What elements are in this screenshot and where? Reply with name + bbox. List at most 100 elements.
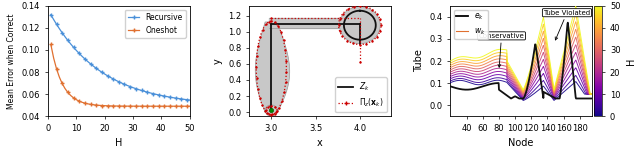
Legend: Recursive, Oneshot: Recursive, Oneshot xyxy=(125,10,186,38)
Recursive xyxy=(78,55,86,57)
Recursive xyxy=(98,71,106,73)
X-axis label: x: x xyxy=(317,138,323,147)
Oneshot xyxy=(86,103,94,105)
Line: Recursive: Recursive xyxy=(49,13,191,102)
Oneshot xyxy=(143,105,151,107)
Recursive xyxy=(72,50,80,51)
Oneshot xyxy=(172,105,179,107)
Recursive xyxy=(169,97,177,98)
Oneshot xyxy=(121,105,129,107)
Oneshot xyxy=(56,76,63,78)
Polygon shape xyxy=(255,22,290,112)
Oneshot xyxy=(124,105,131,107)
Y-axis label: H: H xyxy=(626,57,636,65)
Recursive xyxy=(81,58,89,60)
Oneshot xyxy=(95,105,103,106)
Recursive xyxy=(95,69,103,71)
Recursive xyxy=(61,36,69,38)
Recursive xyxy=(152,93,159,95)
Oneshot xyxy=(106,105,114,107)
Y-axis label: Mean Error when Correct: Mean Error when Correct xyxy=(7,13,16,109)
Oneshot xyxy=(126,105,134,107)
Oneshot xyxy=(61,88,69,89)
Oneshot xyxy=(84,103,92,105)
Oneshot xyxy=(118,105,125,107)
Recursive xyxy=(47,14,54,16)
Recursive xyxy=(67,43,74,45)
Oneshot xyxy=(67,95,74,96)
Recursive xyxy=(104,75,111,77)
Recursive xyxy=(186,99,193,101)
Recursive xyxy=(76,52,83,54)
Recursive xyxy=(157,95,165,96)
Recursive xyxy=(180,98,188,100)
Oneshot xyxy=(183,105,191,107)
Recursive xyxy=(161,95,168,97)
Text: Conservative: Conservative xyxy=(479,33,524,67)
Oneshot xyxy=(92,104,100,106)
Recursive xyxy=(172,97,179,99)
Recursive xyxy=(163,96,171,97)
Oneshot xyxy=(64,92,72,93)
Recursive xyxy=(86,63,94,65)
Line: Oneshot: Oneshot xyxy=(49,43,191,108)
Recursive xyxy=(109,78,117,80)
Circle shape xyxy=(339,7,380,44)
Recursive xyxy=(149,93,157,95)
Oneshot xyxy=(81,102,89,104)
Oneshot xyxy=(47,44,54,45)
Recursive xyxy=(141,90,148,92)
Recursive xyxy=(166,96,173,98)
Recursive xyxy=(84,61,92,62)
Recursive xyxy=(183,99,191,101)
Recursive xyxy=(143,91,151,93)
Recursive xyxy=(124,85,131,86)
Recursive xyxy=(52,23,60,25)
Recursive xyxy=(129,87,137,88)
Oneshot xyxy=(180,105,188,107)
Legend: $e_k$, $w_k$: $e_k$, $w_k$ xyxy=(454,10,488,39)
X-axis label: H: H xyxy=(115,138,122,147)
Oneshot xyxy=(157,105,165,107)
Oneshot xyxy=(169,105,177,107)
Oneshot xyxy=(58,83,66,84)
Oneshot xyxy=(161,105,168,107)
Oneshot xyxy=(115,105,123,107)
Recursive xyxy=(138,90,145,91)
Recursive xyxy=(175,98,182,99)
Recursive xyxy=(64,40,72,41)
Oneshot xyxy=(129,105,137,107)
Recursive xyxy=(58,32,66,34)
Oneshot xyxy=(186,105,193,107)
Oneshot xyxy=(76,100,83,102)
Recursive xyxy=(146,92,154,94)
Recursive xyxy=(106,76,114,78)
Legend: $Z_k$, $\Pi_z(\mathbf{x}_k)$: $Z_k$, $\Pi_z(\mathbf{x}_k)$ xyxy=(335,77,387,112)
Oneshot xyxy=(90,104,97,106)
Oneshot xyxy=(177,105,185,107)
Oneshot xyxy=(70,97,77,99)
Oneshot xyxy=(112,105,120,107)
Oneshot xyxy=(101,105,109,107)
Recursive xyxy=(126,86,134,87)
Text: Tube Violated: Tube Violated xyxy=(543,10,591,40)
Oneshot xyxy=(78,101,86,103)
Oneshot xyxy=(104,105,111,107)
Recursive xyxy=(112,80,120,81)
Circle shape xyxy=(265,105,278,116)
Recursive xyxy=(50,19,58,20)
Recursive xyxy=(92,67,100,69)
Recursive xyxy=(56,28,63,30)
Recursive xyxy=(101,73,109,75)
Oneshot xyxy=(146,105,154,107)
Oneshot xyxy=(152,105,159,107)
Oneshot xyxy=(72,99,80,101)
Oneshot xyxy=(163,105,171,107)
Recursive xyxy=(121,83,129,85)
Oneshot xyxy=(149,105,157,107)
Oneshot xyxy=(138,105,145,107)
Y-axis label: y: y xyxy=(212,58,223,64)
Oneshot xyxy=(132,105,140,107)
Recursive xyxy=(132,88,140,90)
Recursive xyxy=(155,94,163,96)
